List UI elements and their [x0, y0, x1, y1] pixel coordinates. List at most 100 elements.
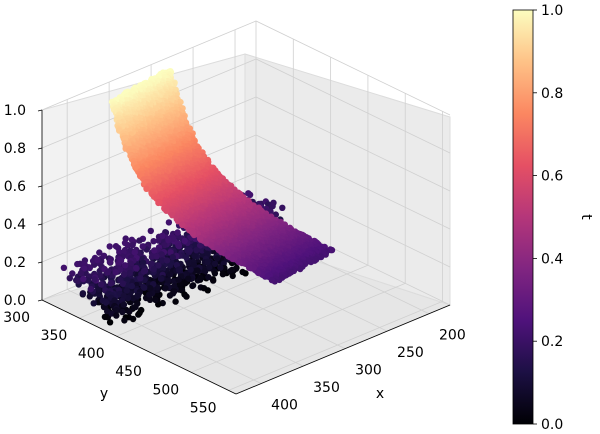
- axis-spines: [41, 110, 451, 395]
- x-gridline: [66, 99, 262, 384]
- data-point: [69, 270, 76, 277]
- data-point: [219, 271, 227, 278]
- data-point: [81, 265, 88, 272]
- data-point: [186, 247, 193, 254]
- data-point: [192, 241, 199, 249]
- y-gridline: [153, 75, 369, 355]
- data-point: [239, 268, 246, 276]
- data-point: [117, 266, 124, 273]
- data-point: [132, 264, 140, 272]
- data-point: [229, 272, 236, 280]
- data-point: [106, 243, 113, 250]
- data-point: [148, 260, 155, 267]
- data-point: [141, 284, 148, 291]
- data-point: [111, 297, 118, 304]
- data-point: [120, 301, 128, 308]
- data-point: [130, 304, 138, 311]
- data-point: [159, 232, 166, 239]
- data-point: [90, 300, 97, 307]
- data-point: [210, 277, 217, 284]
- data-point: [128, 282, 136, 290]
- data-point: [119, 280, 127, 287]
- data-point: [205, 274, 212, 281]
- data-point: [150, 266, 157, 273]
- data-point: [104, 269, 111, 276]
- data-point: [77, 269, 85, 277]
- data-point: [194, 267, 201, 274]
- data-point: [74, 260, 81, 268]
- data-point: [117, 257, 125, 264]
- data-point: [131, 249, 138, 256]
- data-point: [170, 235, 177, 242]
- data-point: [206, 263, 213, 271]
- data-point: [97, 272, 104, 279]
- data-point: [96, 249, 103, 256]
- data-point: [211, 270, 219, 277]
- data-point: [60, 264, 68, 271]
- data-point: [187, 266, 194, 273]
- data-point: [214, 255, 221, 262]
- data-point: [66, 275, 74, 282]
- y-gridline: [228, 111, 443, 391]
- data-point: [102, 299, 110, 306]
- data-point: [297, 265, 304, 273]
- data-point: [126, 269, 133, 277]
- data-point: [185, 275, 192, 282]
- data-point: [162, 285, 169, 292]
- data-point: [204, 258, 211, 265]
- data-point: [245, 190, 252, 197]
- data-point: [166, 292, 174, 299]
- data-point: [183, 254, 190, 261]
- data-point: [146, 291, 153, 298]
- data-point: [175, 266, 182, 273]
- data-point: [136, 237, 143, 244]
- data-point: [193, 247, 200, 254]
- data-point: [143, 185, 150, 192]
- data-point: [175, 243, 183, 250]
- data-point: [169, 253, 176, 261]
- data-point: [189, 282, 196, 290]
- data-point: [139, 243, 146, 250]
- data-point: [165, 277, 172, 284]
- data-point: [165, 219, 173, 226]
- data-point: [95, 286, 102, 293]
- data-point: [86, 293, 94, 300]
- data-point: [201, 268, 209, 275]
- data-point: [97, 281, 105, 288]
- data-point: [94, 256, 101, 264]
- data-point: [196, 242, 204, 249]
- data-point: [199, 247, 206, 254]
- data-point: [191, 253, 198, 260]
- data-point: [147, 227, 154, 235]
- x-axis-line: [235, 304, 451, 395]
- data-point: [112, 269, 119, 276]
- data-point: [159, 257, 166, 264]
- data-point: [163, 257, 171, 264]
- data-point: [181, 237, 188, 245]
- data-point: [123, 287, 130, 294]
- data-point: [121, 262, 129, 269]
- data-point: [153, 253, 160, 260]
- data-point: [87, 285, 95, 293]
- data-point: [140, 259, 147, 266]
- data-point: [167, 249, 174, 256]
- data-point: [165, 236, 172, 244]
- data-point: [155, 262, 162, 269]
- data-point: [106, 258, 114, 266]
- data-point: [279, 204, 286, 211]
- data-point: [155, 237, 162, 244]
- data-point: [91, 276, 98, 283]
- data-point: [121, 239, 129, 247]
- data-point: [270, 199, 277, 206]
- data-point: [129, 241, 136, 249]
- data-point: [119, 308, 126, 316]
- data-point: [159, 265, 167, 272]
- data-point: [175, 276, 182, 283]
- data-point: [150, 238, 157, 245]
- data-point: [190, 261, 198, 269]
- data-point: [112, 243, 120, 250]
- data-point: [197, 274, 204, 282]
- data-point: [166, 271, 174, 278]
- data-point: [74, 277, 82, 285]
